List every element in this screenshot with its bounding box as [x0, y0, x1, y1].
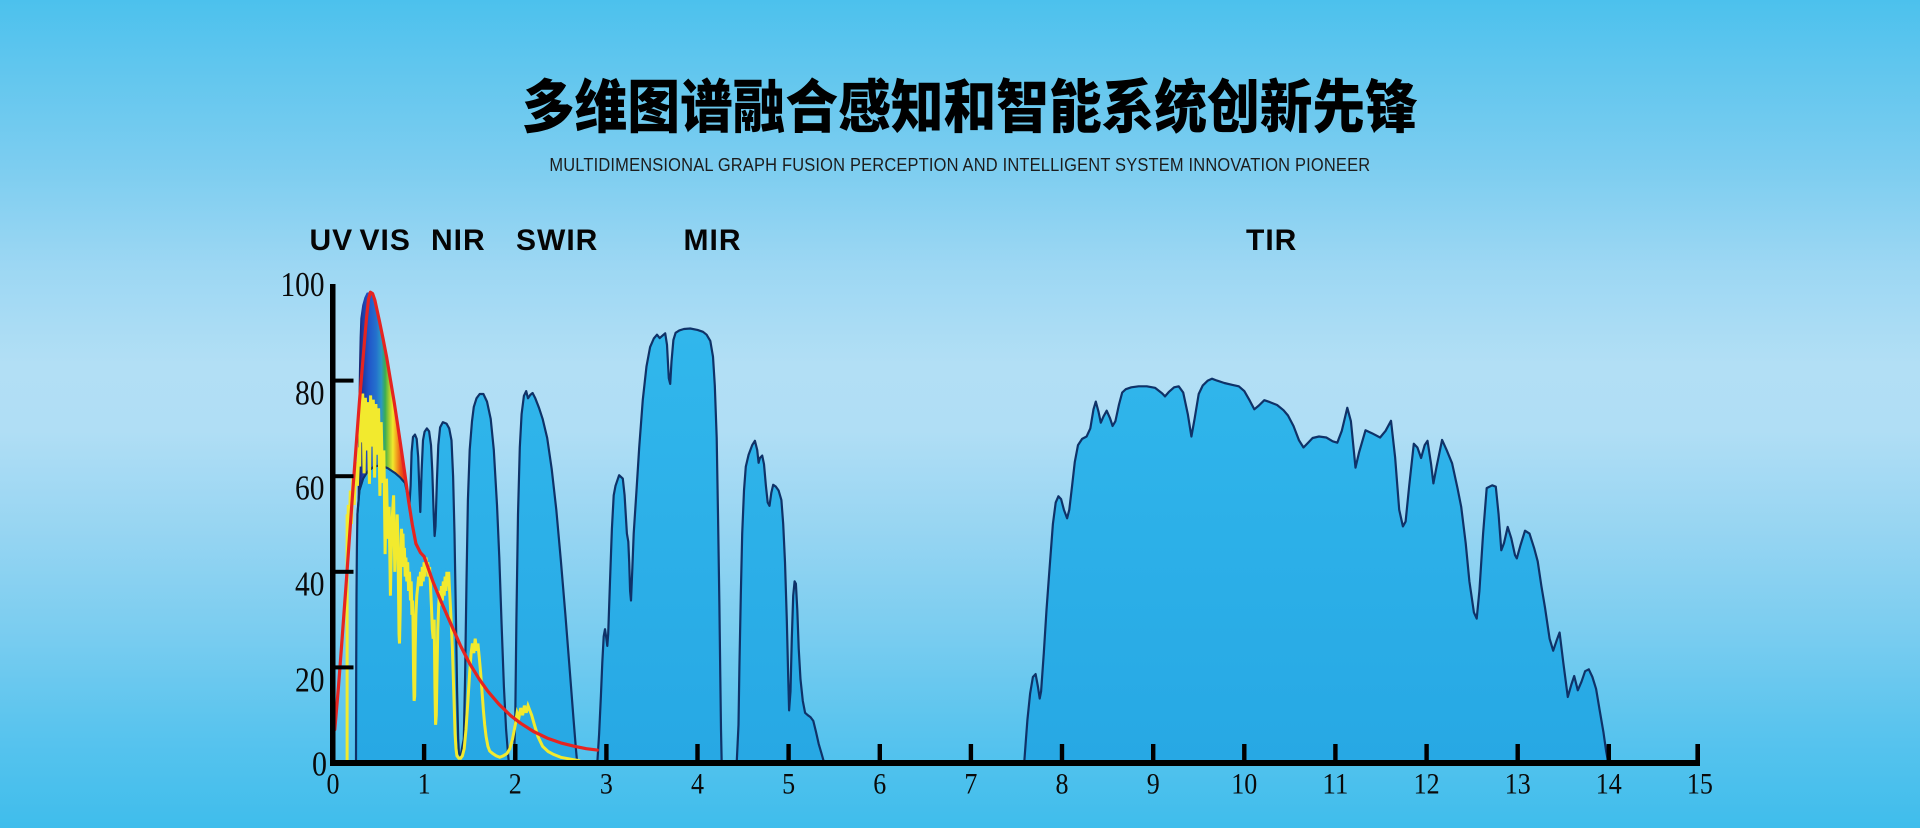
svg-text:0: 0: [327, 769, 340, 801]
svg-text:10: 10: [1231, 769, 1257, 801]
svg-text:8: 8: [1056, 769, 1069, 801]
svg-text:13: 13: [1505, 769, 1531, 801]
svg-text:9: 9: [1147, 769, 1160, 801]
svg-text:12: 12: [1414, 769, 1440, 801]
svg-text:11: 11: [1322, 769, 1348, 801]
svg-text:5: 5: [782, 769, 795, 801]
svg-text:15: 15: [1687, 769, 1713, 801]
svg-text:80: 80: [295, 374, 325, 413]
svg-text:40: 40: [295, 565, 325, 604]
svg-text:7: 7: [964, 769, 977, 801]
svg-text:6: 6: [873, 769, 886, 801]
svg-text:14: 14: [1596, 769, 1622, 801]
svg-text:60: 60: [295, 469, 325, 508]
svg-text:20: 20: [295, 661, 325, 700]
svg-text:4: 4: [691, 769, 704, 801]
svg-text:1: 1: [418, 769, 431, 801]
svg-text:100: 100: [281, 265, 325, 304]
svg-text:2: 2: [509, 769, 522, 801]
svg-text:0: 0: [312, 745, 327, 784]
svg-text:3: 3: [600, 769, 613, 801]
